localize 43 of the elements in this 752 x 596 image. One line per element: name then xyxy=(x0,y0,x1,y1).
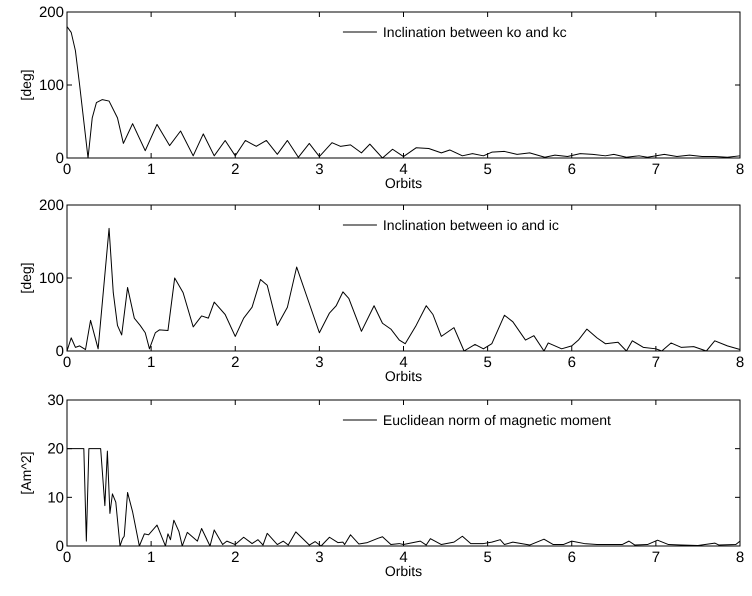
x-tick-label: 1 xyxy=(146,354,156,371)
y-tick-label: 100 xyxy=(38,270,64,287)
x-tick-label: 2 xyxy=(231,161,240,178)
x-tick-label: 7 xyxy=(652,161,660,178)
x-tick-label: 5 xyxy=(483,161,492,178)
x-axis-title: Orbits xyxy=(384,175,422,191)
x-tick-label: 2 xyxy=(231,549,240,566)
y-axis-title: [deg] xyxy=(18,69,34,101)
x-tick-label: 6 xyxy=(568,354,576,371)
x-tick-label: 4 xyxy=(399,354,408,371)
x-tick-label: 5 xyxy=(483,549,492,566)
x-tick-label: 4 xyxy=(399,549,408,566)
y-tick-label: 0 xyxy=(56,150,64,167)
x-tick-label: 3 xyxy=(315,161,324,178)
x-tick-label: 7 xyxy=(652,549,660,566)
y-tick-label: 100 xyxy=(38,77,64,94)
x-tick-label: 2 xyxy=(231,354,240,371)
x-tick-label: 6 xyxy=(568,161,576,178)
x-tick-label: 4 xyxy=(399,161,408,178)
x-axis-title: Orbits xyxy=(384,368,422,384)
y-tick-label: 10 xyxy=(47,489,64,506)
x-tick-label: 1 xyxy=(146,161,156,178)
x-tick-label: 5 xyxy=(483,354,492,371)
y-tick-label: 200 xyxy=(38,197,64,214)
x-tick-label: 8 xyxy=(736,354,744,371)
y-tick-label: 200 xyxy=(38,4,64,21)
x-tick-label: 8 xyxy=(736,161,744,178)
x-tick-label: 1 xyxy=(146,549,156,566)
x-tick-label: 3 xyxy=(315,354,324,371)
legend-label: Euclidean norm of magnetic moment xyxy=(382,412,612,428)
y-tick-label: 30 xyxy=(47,392,64,409)
x-axis-title: Orbits xyxy=(384,563,422,579)
y-axis-title: [Am^2] xyxy=(18,451,34,495)
legend-label: Inclination between io and ic xyxy=(382,217,559,233)
x-tick-label: 7 xyxy=(652,354,660,371)
y-tick-label: 0 xyxy=(56,538,64,555)
x-tick-label: 8 xyxy=(736,549,744,566)
y-axis-title: [deg] xyxy=(18,262,34,294)
legend-label: Inclination between ko and kc xyxy=(382,24,567,40)
y-tick-label: 20 xyxy=(47,440,64,458)
x-tick-label: 6 xyxy=(568,549,576,566)
x-tick-label: 3 xyxy=(315,549,324,566)
y-tick-label: 0 xyxy=(56,343,64,360)
